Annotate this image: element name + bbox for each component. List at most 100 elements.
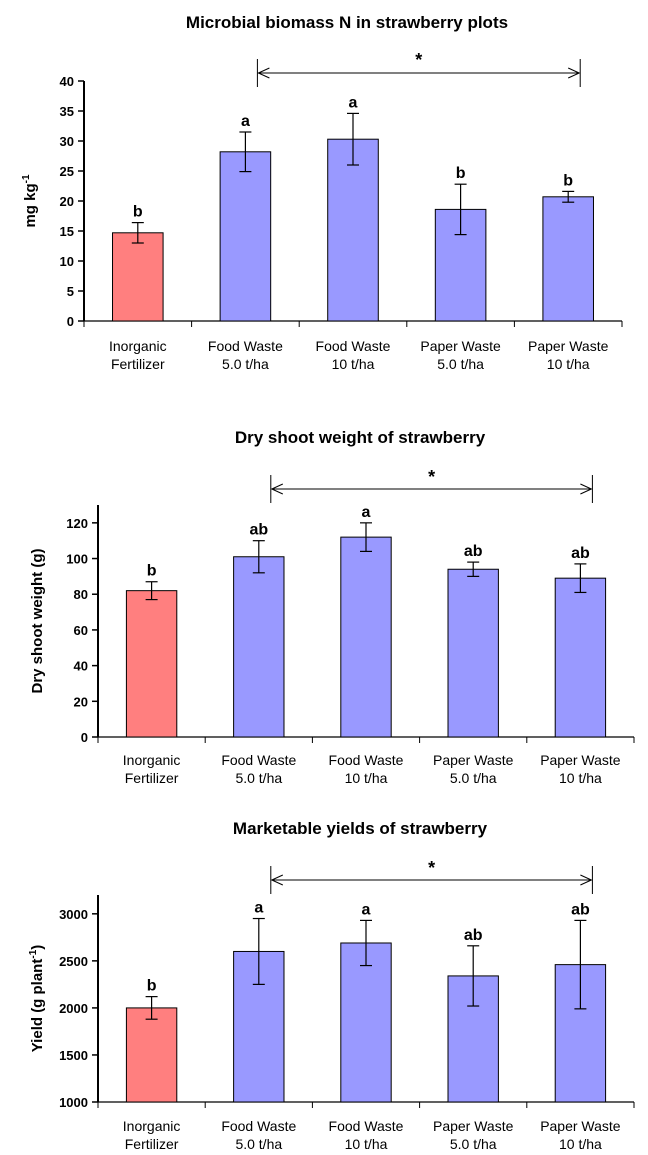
y-tick-label: 80	[74, 587, 88, 602]
error-bar	[562, 190, 575, 203]
error-bar	[252, 540, 265, 574]
x-category-label: Paper Waste	[433, 752, 514, 768]
significance-letter: ab	[464, 543, 483, 560]
x-category-label: Paper Waste	[540, 1118, 621, 1134]
x-category-label: Paper Waste	[420, 338, 501, 354]
error-bar	[239, 131, 252, 173]
bar	[125, 590, 178, 738]
significance-letter: a	[241, 113, 250, 130]
bar	[219, 151, 272, 322]
x-category-label: 5.0 t/ha	[437, 356, 484, 372]
significance-letter: a	[254, 900, 263, 917]
bar	[112, 232, 164, 322]
x-category-label: 5.0 t/ha	[235, 1136, 282, 1152]
error-bar	[574, 919, 587, 1010]
y-tick-label: 2000	[59, 1001, 88, 1016]
significance-letter: a	[349, 94, 358, 111]
y-tick-label: 120	[66, 516, 88, 531]
y-tick-label: 10	[60, 254, 74, 269]
x-category-label: Paper Waste	[433, 1118, 514, 1134]
significance-letter: b	[133, 204, 143, 221]
chart-1: Microbial biomass N in strawberry plots m…	[21, 13, 623, 372]
y-tick-label: 40	[60, 74, 74, 89]
significance-bracket	[256, 59, 581, 87]
y-tick-label: 1500	[59, 1048, 88, 1063]
significance-star: *	[428, 858, 435, 878]
chart-2: Dry shoot weight of strawberry Dry shoot …	[29, 428, 635, 786]
significance-letter: b	[563, 172, 573, 189]
x-category-label: 10 t/ha	[345, 1136, 388, 1152]
error-bar	[252, 917, 265, 985]
significance-letter: b	[147, 978, 157, 995]
x-category-label: Food Waste	[329, 1118, 404, 1134]
y-tick-label: 40	[74, 659, 88, 674]
y-tick-label: 0	[81, 730, 88, 745]
significance-star: *	[415, 50, 422, 70]
x-category-label: 5.0 t/ha	[222, 356, 269, 372]
x-category-label: Fertilizer	[125, 770, 179, 786]
chart-title: Dry shoot weight of strawberry	[235, 428, 486, 447]
bar	[125, 1007, 178, 1103]
x-category-label: Paper Waste	[528, 338, 609, 354]
y-tick-label: 20	[60, 194, 74, 209]
error-bar	[131, 222, 144, 244]
bar	[447, 568, 499, 738]
chart-title: Marketable yields of strawberry	[233, 819, 488, 838]
significance-star: *	[428, 467, 435, 487]
error-bar	[347, 112, 359, 166]
bar	[554, 577, 607, 738]
significance-letter: a	[362, 504, 371, 521]
y-axis-label: mg kg-1	[21, 174, 39, 228]
significance-bracket	[270, 866, 593, 894]
error-bar	[360, 919, 372, 967]
significance-letter: b	[456, 165, 466, 182]
y-tick-label: 5	[67, 284, 74, 299]
bar	[327, 138, 379, 322]
y-tick-label: 60	[74, 623, 88, 638]
y-tick-label: 30	[60, 134, 74, 149]
x-category-label: Inorganic	[123, 752, 181, 768]
error-bar	[574, 563, 587, 594]
bar	[340, 536, 392, 738]
y-tick-label: 0	[67, 314, 74, 329]
error-bar	[145, 581, 158, 601]
y-tick-label: 25	[60, 164, 74, 179]
x-category-label: 10 t/ha	[547, 356, 590, 372]
y-tick-label: 3000	[59, 907, 88, 922]
bar	[340, 942, 392, 1103]
x-category-label: Inorganic	[123, 1118, 181, 1134]
x-category-label: Food Waste	[208, 338, 283, 354]
x-category-label: 5.0 t/ha	[235, 770, 282, 786]
y-tick-label: 20	[74, 694, 88, 709]
significance-letter: a	[362, 901, 371, 918]
x-category-label: Fertilizer	[111, 356, 165, 372]
y-tick-label: 1000	[59, 1095, 88, 1110]
chart-title: Microbial biomass N in strawberry plots	[186, 13, 508, 32]
significance-letter: ab	[571, 545, 590, 562]
y-tick-label: 100	[66, 552, 88, 567]
x-category-label: 10 t/ha	[559, 1136, 602, 1152]
error-bar	[360, 522, 372, 553]
x-category-label: 5.0 t/ha	[450, 770, 497, 786]
x-category-label: Food Waste	[221, 752, 296, 768]
significance-letter: ab	[249, 522, 268, 539]
bar	[554, 964, 607, 1103]
significance-bracket	[270, 475, 593, 503]
x-category-label: Food Waste	[316, 338, 391, 354]
x-category-label: Food Waste	[329, 752, 404, 768]
x-category-label: Food Waste	[221, 1118, 296, 1134]
error-bar	[454, 183, 467, 236]
y-tick-label: 2500	[59, 954, 88, 969]
x-category-label: Inorganic	[109, 338, 167, 354]
y-tick-label: 35	[60, 104, 74, 119]
error-bar	[145, 996, 158, 1020]
y-tick-label: 15	[60, 224, 74, 239]
error-bar	[467, 561, 480, 577]
x-category-label: 10 t/ha	[332, 356, 375, 372]
significance-letter: ab	[571, 901, 590, 918]
y-axis-label: Yield (g plant-1)	[28, 945, 46, 1053]
x-category-label: 5.0 t/ha	[450, 1136, 497, 1152]
error-bar	[467, 945, 480, 1007]
bar	[233, 556, 285, 738]
